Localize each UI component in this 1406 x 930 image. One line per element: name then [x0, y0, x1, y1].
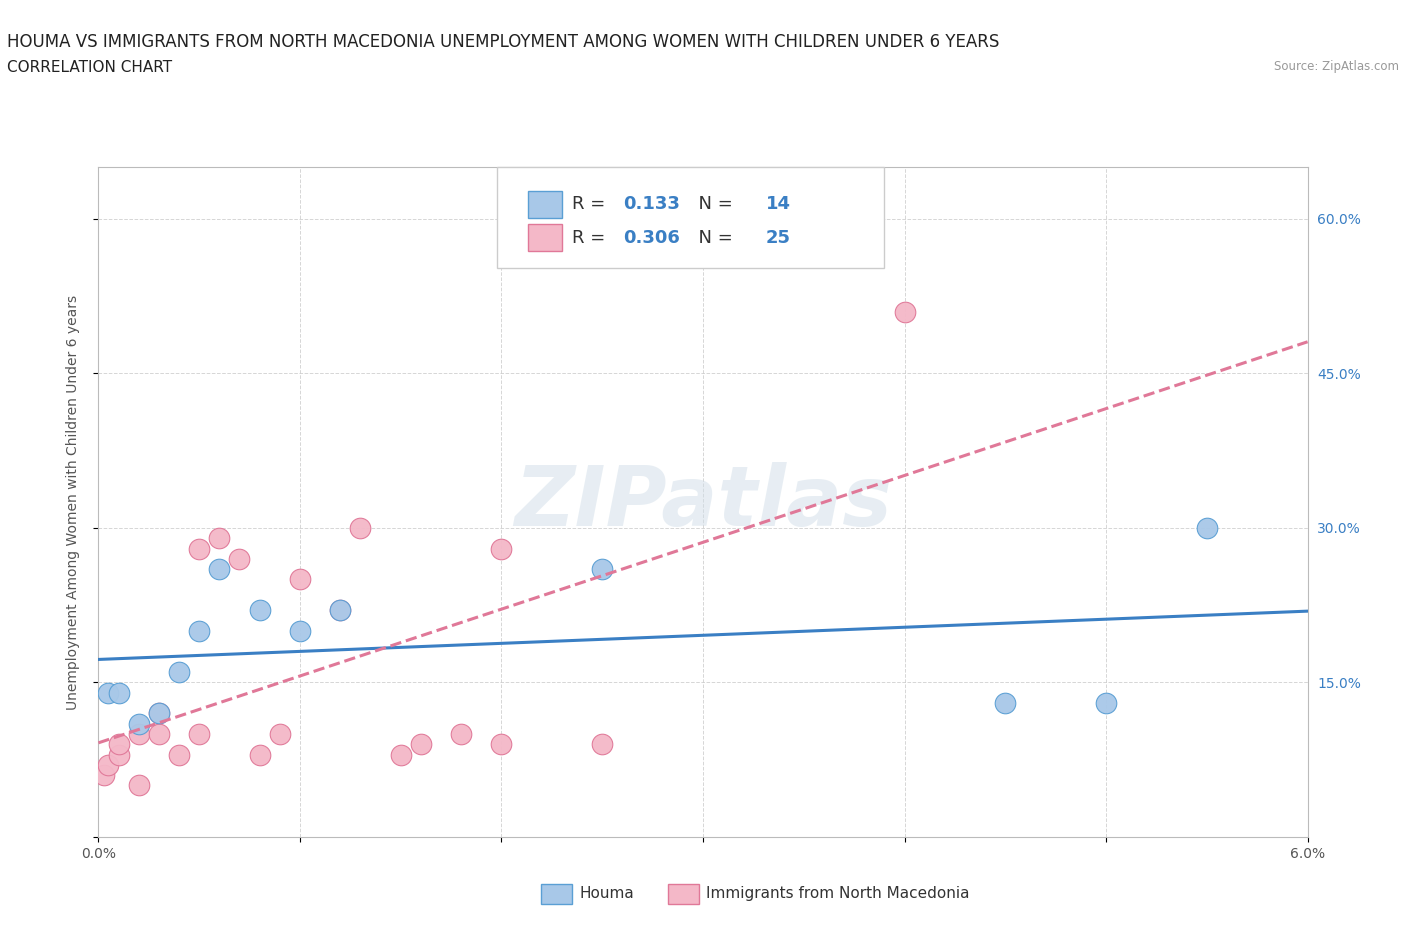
Point [107, 685, 129, 700]
Point [491, 541, 513, 556]
Point [128, 778, 150, 793]
Point [107, 737, 129, 751]
Point [148, 706, 170, 721]
Text: 25: 25 [766, 229, 792, 246]
Bar [527, 224, 561, 251]
Y-axis label: Unemployment Among Women with Children Under 6 years: Unemployment Among Women with Children U… [66, 295, 80, 710]
Point [228, 551, 250, 566]
Point [97, 757, 120, 772]
Point [128, 716, 150, 731]
Point [107, 747, 129, 762]
Text: N =: N = [688, 195, 738, 213]
Point [148, 706, 170, 721]
Point [208, 562, 231, 577]
Point [329, 603, 352, 618]
Point [591, 737, 613, 751]
Point [1195, 521, 1218, 536]
Point [188, 541, 211, 556]
Text: Source: ZipAtlas.com: Source: ZipAtlas.com [1274, 60, 1399, 73]
Point [591, 562, 613, 577]
Point [188, 726, 211, 741]
Point [491, 737, 513, 751]
Point [349, 521, 371, 536]
Text: ZIPatlas: ZIPatlas [515, 461, 891, 543]
Bar [527, 191, 561, 218]
Point [389, 747, 412, 762]
Point [1095, 696, 1118, 711]
Text: N =: N = [688, 229, 738, 246]
Point [97, 685, 120, 700]
Text: 0.306: 0.306 [623, 229, 681, 246]
Point [188, 623, 211, 638]
Text: HOUMA VS IMMIGRANTS FROM NORTH MACEDONIA UNEMPLOYMENT AMONG WOMEN WITH CHILDREN : HOUMA VS IMMIGRANTS FROM NORTH MACEDONIA… [7, 33, 1000, 50]
Point [249, 747, 271, 762]
Point [893, 304, 915, 319]
Text: 14: 14 [766, 195, 792, 213]
Point [128, 726, 150, 741]
Point [288, 623, 311, 638]
FancyBboxPatch shape [498, 167, 884, 268]
Text: CORRELATION CHART: CORRELATION CHART [7, 60, 172, 75]
Point [249, 603, 271, 618]
Point [167, 747, 190, 762]
Point [409, 737, 432, 751]
Text: Houma: Houma [579, 886, 634, 901]
Point [167, 665, 190, 680]
Point [208, 531, 231, 546]
Point [93, 768, 115, 783]
Point [450, 726, 472, 741]
Text: Immigrants from North Macedonia: Immigrants from North Macedonia [706, 886, 969, 901]
Point [288, 572, 311, 587]
Text: R =: R = [572, 195, 612, 213]
Text: 0.133: 0.133 [623, 195, 681, 213]
Point [269, 726, 291, 741]
Point [148, 726, 170, 741]
Point [994, 696, 1017, 711]
Text: R =: R = [572, 229, 612, 246]
Point [329, 603, 352, 618]
